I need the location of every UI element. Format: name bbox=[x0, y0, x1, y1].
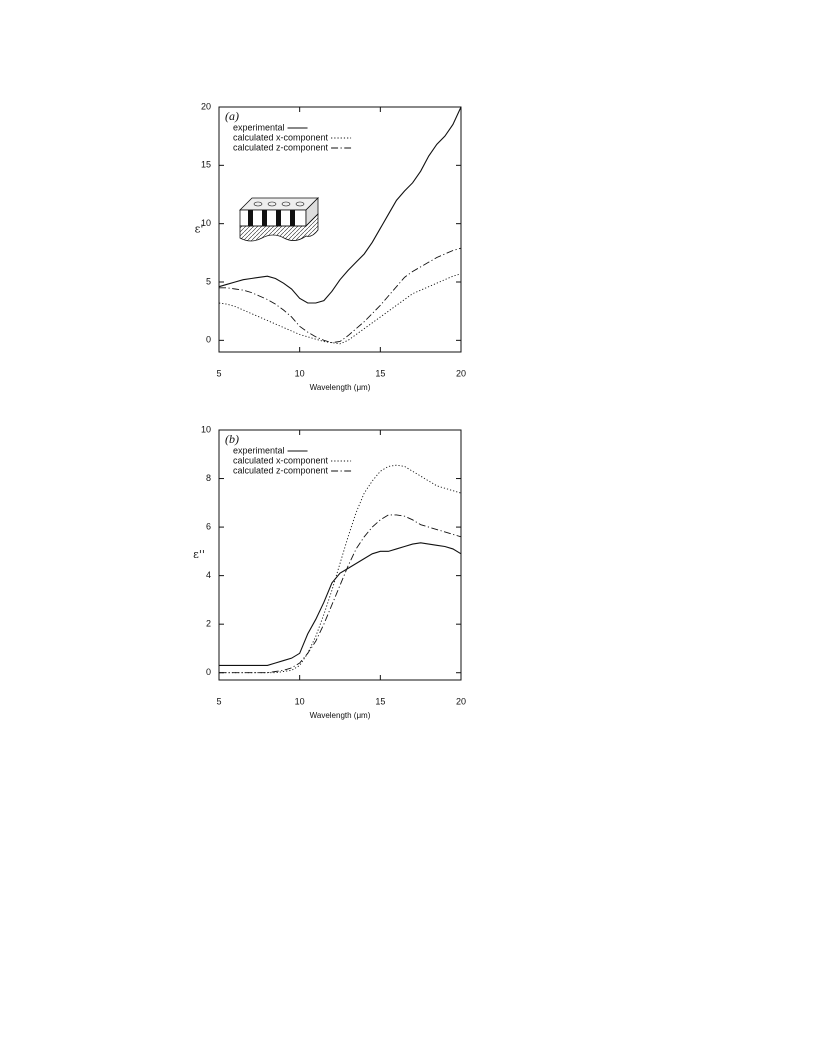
y-tick-label: 15 bbox=[201, 160, 211, 170]
plot-frame bbox=[218, 429, 462, 681]
x-tick-label: 20 bbox=[456, 368, 466, 378]
inset-diagram bbox=[239, 197, 319, 242]
data-line bbox=[218, 106, 462, 304]
x-tick-label: 10 bbox=[295, 368, 305, 378]
data-line bbox=[219, 542, 462, 666]
data-line bbox=[219, 247, 462, 344]
panel-label: (b) bbox=[225, 432, 239, 446]
y-tick-label: 10 bbox=[201, 424, 211, 434]
y-tick-label: 20 bbox=[201, 101, 211, 111]
data-line bbox=[219, 514, 462, 674]
y-tick-label: 2 bbox=[206, 619, 211, 629]
data-line bbox=[218, 273, 462, 345]
legend-label: calculated x-component bbox=[233, 455, 329, 465]
y-tick-label: 6 bbox=[206, 521, 211, 531]
legend-label: experimental bbox=[233, 122, 285, 132]
x-tick-label: 10 bbox=[295, 696, 305, 706]
legend-label: calculated z-component bbox=[233, 465, 329, 475]
y-axis-label: ε' bbox=[195, 223, 204, 236]
y-tick-label: 0 bbox=[206, 335, 211, 345]
y-tick-label: 10 bbox=[201, 218, 211, 228]
panel-label: (a) bbox=[225, 109, 239, 123]
plot-frame bbox=[218, 106, 462, 353]
data-line bbox=[219, 464, 462, 674]
x-tick-label: 15 bbox=[375, 368, 385, 378]
legend-label: calculated z-component bbox=[233, 142, 329, 152]
x-tick-label: 20 bbox=[456, 696, 466, 706]
y-tick-label: 5 bbox=[206, 276, 211, 286]
x-tick-label: 5 bbox=[216, 368, 221, 378]
y-tick-label: 8 bbox=[206, 473, 211, 483]
x-axis-label: Wavelength (μm) bbox=[310, 383, 371, 392]
legend-label: experimental bbox=[233, 445, 285, 455]
x-tick-label: 5 bbox=[216, 696, 221, 706]
y-axis-label: ε'' bbox=[193, 548, 205, 561]
x-axis-label: Wavelength (μm) bbox=[310, 711, 371, 720]
x-tick-label: 15 bbox=[375, 696, 385, 706]
legend-label: calculated x-component bbox=[233, 132, 329, 142]
y-tick-label: 4 bbox=[206, 570, 211, 580]
y-tick-label: 0 bbox=[206, 667, 211, 677]
